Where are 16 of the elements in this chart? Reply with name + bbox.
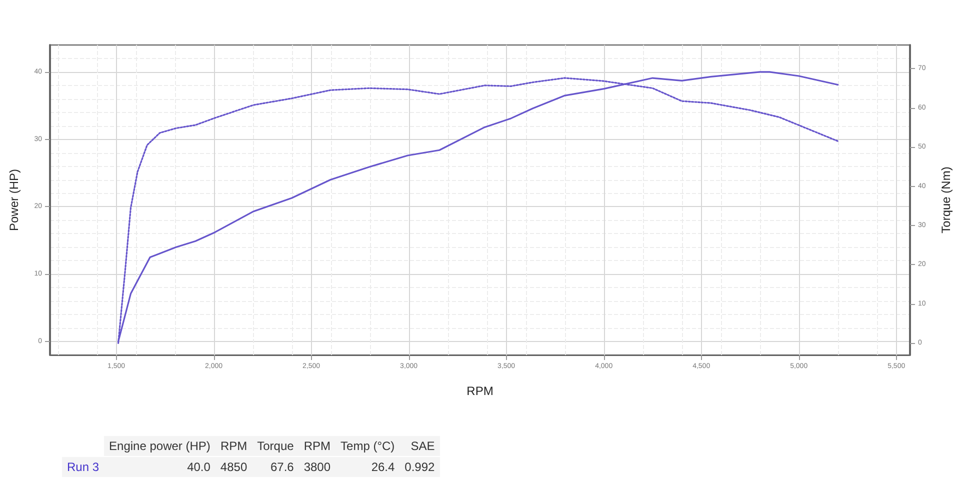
x-axis-title: RPM (466, 384, 494, 398)
text: 26.4 (336, 456, 400, 478)
text: 67.6 (252, 456, 299, 478)
text: Engine power (HP) (104, 436, 216, 456)
text: Temp (°C) (336, 436, 400, 456)
y2-axis-title: Torque (Nm) (939, 166, 953, 234)
text: 3800 (298, 456, 336, 478)
y-axis-title: Power (HP) (7, 168, 21, 232)
text: 40.0 (104, 456, 216, 478)
text: Run 3 (62, 456, 104, 478)
text: SAE (400, 436, 440, 456)
text: 4850 (215, 456, 252, 478)
text: Torque (252, 436, 299, 456)
text: RPM (215, 436, 252, 456)
text: 0.992 (400, 456, 440, 478)
text: RPM (298, 436, 336, 456)
